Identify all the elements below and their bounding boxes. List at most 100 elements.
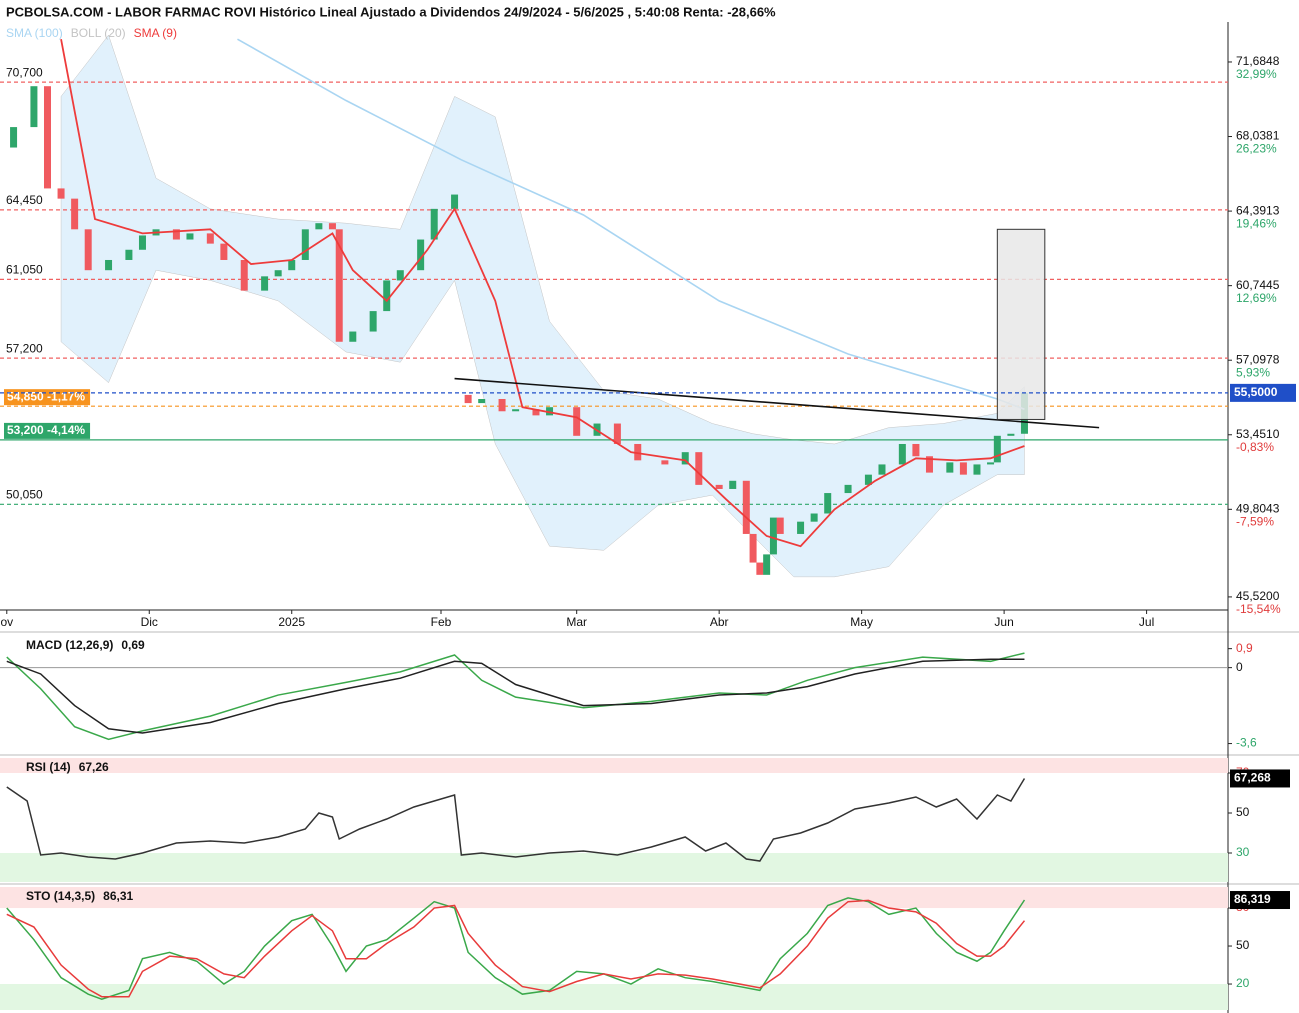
- candle: [186, 233, 194, 240]
- indicator-line: [6, 658, 1025, 734]
- level-label: 54,850 -1,17%: [7, 389, 85, 403]
- moving-average: [237, 38, 1025, 410]
- level-label-box: [4, 389, 91, 406]
- candle: [661, 460, 669, 465]
- y-tick-change: 26,23%: [1236, 142, 1277, 156]
- panel-value: 0,69: [121, 638, 145, 652]
- candle: [349, 331, 357, 342]
- x-tick-label: ov: [0, 615, 13, 629]
- y-tick-label: 68,0381: [1236, 129, 1280, 143]
- candle: [715, 484, 723, 489]
- candle: [396, 270, 404, 281]
- candle: [417, 239, 425, 271]
- zone-band: [0, 758, 1228, 773]
- candle: [810, 513, 818, 522]
- candle: [878, 464, 886, 475]
- current-price-label: 55,5000: [1234, 385, 1278, 399]
- level-label: 57,200: [6, 341, 43, 355]
- y-tick-change: -15,54%: [1236, 602, 1281, 616]
- panel-title: STO (14,3,5): [26, 889, 95, 903]
- candle: [240, 259, 248, 291]
- y-tick-label: 50: [1236, 805, 1250, 819]
- candle: [634, 443, 642, 461]
- candle: [959, 462, 967, 475]
- candle: [912, 443, 920, 457]
- y-tick-label: 53,4510: [1236, 427, 1280, 441]
- panel-title: RSI (14): [26, 760, 71, 774]
- y-tick-change: 19,46%: [1236, 216, 1277, 230]
- y-tick-label: 60,7445: [1236, 278, 1280, 292]
- candle: [763, 554, 771, 575]
- y-tick-label: 45,5200: [1236, 589, 1280, 603]
- candle: [10, 127, 18, 148]
- level-label: 70,700: [6, 65, 43, 79]
- candle: [478, 399, 486, 404]
- y-tick-change: -0,83%: [1236, 440, 1274, 454]
- panel-value: 67,26: [79, 760, 109, 774]
- candle: [797, 521, 805, 534]
- candle: [844, 484, 852, 494]
- x-tick-label: 2025: [278, 615, 305, 629]
- legend-entry: BOLL (20): [71, 26, 126, 40]
- candle: [824, 493, 832, 514]
- legend-entry: SMA (9): [134, 26, 177, 40]
- candle: [288, 259, 296, 271]
- level-label: 53,200 -4,14%: [7, 423, 85, 437]
- indicator-line: [6, 652, 1025, 741]
- indicator-line: [6, 778, 1026, 862]
- x-tick-label: Jun: [994, 615, 1013, 629]
- indicator-line: [6, 899, 1026, 998]
- chart-title: PCBOLSA.COM - LABOR FARMAC ROVI Históric…: [6, 4, 776, 19]
- candle: [512, 409, 520, 412]
- candle: [57, 188, 65, 199]
- y-tick-change: 5,93%: [1236, 365, 1270, 379]
- y-tick-label: 0,9: [1236, 641, 1253, 655]
- panel-value: 86,31: [103, 889, 133, 903]
- current-value-label: 86,319: [1234, 892, 1271, 906]
- zone-band: [0, 853, 1228, 882]
- candle: [84, 229, 92, 271]
- candle: [573, 407, 581, 436]
- y-tick-label: -3,6: [1236, 736, 1257, 750]
- candle: [756, 562, 764, 575]
- candle: [261, 276, 269, 291]
- candle: [769, 517, 777, 555]
- zone-band: [0, 887, 1228, 909]
- target-box: [996, 228, 1046, 420]
- level-label: 61,050: [6, 263, 43, 277]
- candle: [451, 194, 459, 209]
- candle: [749, 533, 757, 563]
- x-tick-label: May: [850, 615, 873, 629]
- candle: [898, 443, 906, 465]
- level-label-box: [4, 422, 91, 439]
- candle: [172, 229, 180, 240]
- candle: [546, 407, 554, 416]
- y-tick-label: 30: [1236, 845, 1250, 859]
- candle: [30, 86, 38, 128]
- candle: [532, 409, 540, 416]
- candle: [613, 423, 621, 444]
- x-tick-label: Abr: [710, 615, 729, 629]
- level-label: 64,450: [6, 193, 43, 207]
- x-tick-label: Feb: [431, 615, 452, 629]
- candle: [742, 480, 750, 534]
- candle: [274, 270, 282, 277]
- current-value-label: 67,268: [1234, 771, 1271, 785]
- trendline: [454, 377, 1100, 429]
- level-label: 50,050: [6, 487, 43, 501]
- candle: [498, 399, 506, 412]
- y-tick-label: 64,3913: [1236, 203, 1280, 217]
- current-price-box: [1230, 383, 1296, 402]
- candle: [973, 464, 981, 475]
- y-tick-label: 0: [1236, 660, 1243, 674]
- current-value-box: [1230, 769, 1290, 788]
- candle: [993, 435, 1001, 463]
- candle: [925, 456, 933, 473]
- candle: [681, 452, 689, 465]
- candle: [369, 311, 377, 332]
- x-tick-label: Jul: [1139, 615, 1154, 629]
- y-tick-label: 49,8043: [1236, 501, 1280, 515]
- candle: [776, 517, 784, 534]
- candle: [220, 243, 228, 260]
